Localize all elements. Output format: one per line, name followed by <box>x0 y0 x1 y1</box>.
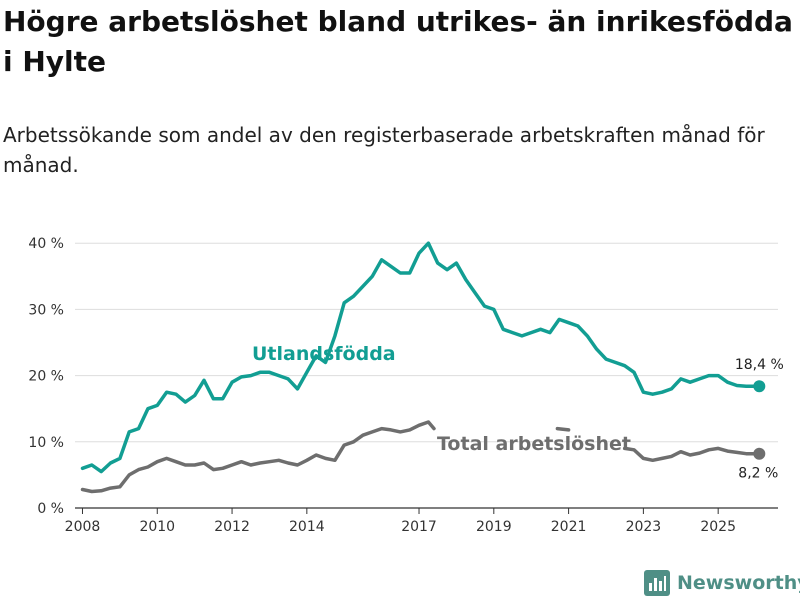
x-tick-label: 2008 <box>65 519 101 535</box>
y-tick-label: 10 % <box>28 435 64 451</box>
line-chart: 0 % 10 % 20 % 30 % 40 % 2008 2010 2012 2014 2017 2… <box>28 236 784 535</box>
x-tick-label: 2010 <box>139 519 175 535</box>
series-line-utlandsfodda <box>80 241 762 474</box>
series-line-total <box>622 446 762 463</box>
chart-title: Högre arbetslöshet bland utrikes- än inr… <box>3 5 793 78</box>
x-tick-label: 2021 <box>551 519 587 535</box>
end-point-utlandsfodda <box>753 380 766 393</box>
series-label-total: Total arbetslöshet <box>437 433 631 455</box>
bar-chart-icon <box>644 570 670 596</box>
y-tick-label: 30 % <box>28 302 64 318</box>
x-tick-label: 2023 <box>626 519 662 535</box>
x-tick-label: 2017 <box>401 519 437 535</box>
y-tick-label: 0 % <box>37 501 64 517</box>
x-tick-label: 2019 <box>476 519 512 535</box>
end-label-total: 8,2 % <box>738 466 778 482</box>
y-tick-label: 20 % <box>28 369 64 385</box>
x-tick-label: 2014 <box>289 519 325 535</box>
series-line-total <box>80 420 436 494</box>
y-tick-label: 40 % <box>28 236 64 252</box>
series-line-total <box>555 426 571 432</box>
brand-name: Newsworthy <box>677 572 800 594</box>
series-label-utlandsfodda: Utlandsfödda <box>252 343 396 365</box>
x-tick-label: 2025 <box>700 519 736 535</box>
end-label-utlandsfodda: 18,4 % <box>735 357 784 373</box>
x-tick-label: 2012 <box>214 519 250 535</box>
end-point-total <box>753 447 766 460</box>
chart-subtitle: Arbetssökande som andel av den registerb… <box>3 123 765 177</box>
newsworthy-logo: Newsworthy <box>644 569 800 597</box>
